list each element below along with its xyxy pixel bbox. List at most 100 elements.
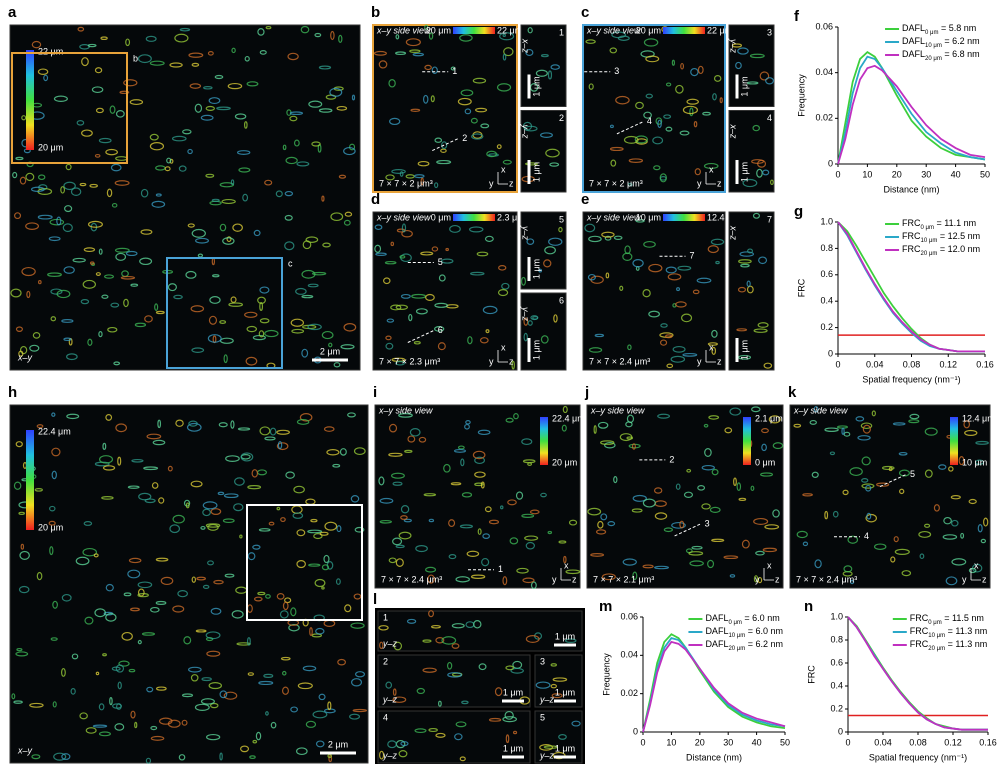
texture	[251, 469, 259, 478]
scale-label: 1 μm	[555, 687, 575, 697]
texture	[709, 506, 721, 513]
axes	[837, 222, 985, 355]
texture	[299, 413, 313, 422]
legend-name: DAFL	[705, 626, 728, 636]
texture	[87, 338, 93, 346]
texture	[66, 413, 80, 420]
texture	[116, 703, 122, 710]
texture	[400, 741, 409, 747]
panel-label: a	[8, 4, 17, 21]
texture	[455, 721, 467, 728]
texture	[746, 285, 754, 294]
y-tick-label: 0	[838, 726, 843, 736]
strip-plane: y–z	[382, 694, 398, 704]
axes	[837, 27, 985, 165]
texture	[321, 330, 334, 340]
texture	[247, 485, 262, 490]
texture	[412, 52, 425, 57]
texture	[101, 496, 114, 500]
texture	[343, 146, 356, 156]
texture	[252, 739, 258, 744]
texture	[764, 524, 780, 530]
texture	[110, 163, 122, 172]
texture	[81, 129, 93, 137]
texture	[948, 466, 954, 472]
texture	[472, 77, 487, 84]
colorbar-label: 20 μm	[426, 25, 451, 35]
texture	[510, 667, 524, 674]
texture	[98, 330, 103, 338]
texture	[802, 493, 813, 497]
texture	[296, 161, 310, 167]
texture	[392, 537, 403, 546]
texture	[459, 524, 474, 529]
texture	[945, 576, 958, 586]
scale-label: 1 μm	[739, 76, 749, 96]
texture	[106, 188, 113, 198]
texture	[322, 242, 331, 248]
scale-label: 1 μm	[739, 162, 749, 182]
texture	[515, 491, 524, 500]
texture	[29, 702, 44, 708]
texture	[550, 683, 558, 689]
texture	[240, 745, 250, 753]
texture	[758, 256, 768, 265]
texture	[18, 511, 25, 515]
texture	[865, 513, 878, 523]
texture	[707, 342, 718, 346]
texture	[479, 337, 489, 344]
texture	[408, 313, 413, 322]
texture	[802, 541, 809, 547]
y-tick-label: 0.2	[830, 703, 843, 713]
texture	[277, 440, 283, 450]
texture	[87, 43, 97, 48]
texture	[200, 698, 215, 705]
texture	[344, 604, 352, 613]
texture	[128, 668, 136, 673]
texture	[587, 507, 602, 516]
texture	[405, 38, 421, 47]
texture	[219, 690, 228, 699]
texture	[711, 346, 717, 356]
texture	[615, 95, 630, 105]
texture	[609, 146, 624, 152]
texture	[627, 182, 633, 187]
texture	[63, 337, 72, 342]
texture	[968, 498, 977, 505]
texture	[302, 665, 317, 672]
texture	[464, 423, 470, 430]
texture	[205, 631, 221, 640]
texture	[655, 117, 663, 125]
texture	[226, 236, 232, 243]
texture	[703, 423, 709, 428]
texture	[37, 68, 49, 75]
legend-name: FRC	[902, 218, 921, 228]
texture	[619, 285, 624, 291]
texture	[736, 482, 742, 492]
legend-entry: FRC10 μm = 11.3 nm	[910, 626, 987, 638]
colorbar	[540, 417, 548, 465]
texture	[522, 577, 535, 584]
texture	[617, 35, 630, 41]
texture	[450, 482, 462, 486]
texture	[191, 228, 206, 238]
texture	[600, 513, 608, 521]
texture	[793, 423, 802, 428]
texture	[293, 139, 300, 147]
texture	[502, 53, 507, 61]
texture	[484, 506, 492, 513]
panel-label: l	[373, 591, 377, 608]
texture	[187, 148, 193, 155]
texture	[290, 706, 299, 713]
texture	[155, 193, 162, 197]
texture	[253, 229, 261, 237]
texture	[352, 708, 368, 713]
texture	[707, 245, 719, 254]
texture	[388, 79, 396, 88]
texture	[468, 226, 484, 233]
texture	[185, 502, 190, 509]
texture	[288, 623, 300, 632]
profile-number: 1	[498, 564, 503, 574]
texture	[206, 650, 221, 657]
texture	[89, 261, 95, 265]
